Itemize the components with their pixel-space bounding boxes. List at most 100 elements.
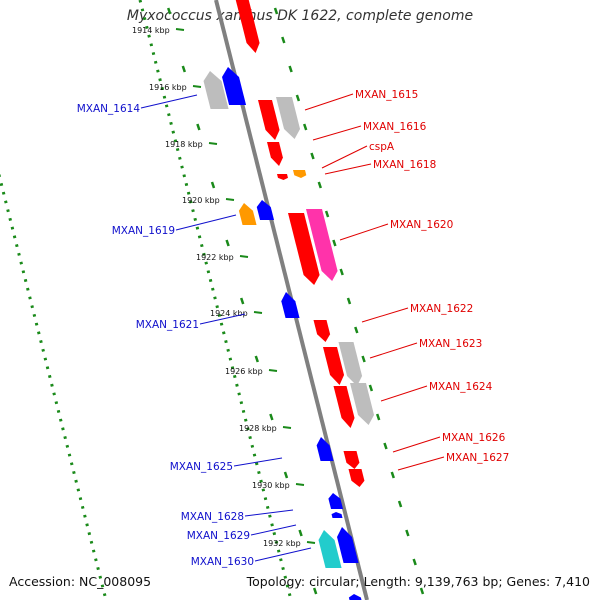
reverse-gene-label: MXAN_1614 (77, 103, 141, 115)
scale-tick-label: 1924 kbp (210, 309, 248, 318)
label-leader-line (361, 307, 409, 323)
forward-tick-mark (273, 7, 279, 15)
reverse-gene-label: MXAN_1629 (187, 530, 250, 542)
forward-tick-mark (354, 326, 359, 334)
scale-tick-mark (282, 426, 292, 429)
forward-tick-mark (324, 210, 330, 218)
reverse-tick-mark (269, 413, 274, 421)
label-leader-line (321, 145, 368, 169)
forward-gene-label: MXAN_1623 (419, 338, 482, 350)
scale-tick-label: 1922 kbp (196, 253, 234, 262)
label-leader-line (380, 385, 428, 402)
forward-tick-mark (405, 529, 410, 537)
forward-tick-mark (339, 268, 344, 276)
genome-stats-text: Topology: circular; Length: 9,139,763 bp… (246, 574, 590, 589)
forward-gene-label: MXAN_1620 (390, 219, 453, 231)
scale-tick-mark (295, 483, 305, 486)
tick-dot-lines (0, 0, 425, 600)
forward-tick-mark (368, 384, 374, 392)
scale-tick-label: 1918 kbp (165, 140, 203, 149)
gene-arrow-mxan-1618 (293, 170, 307, 178)
scale-tick-mark (175, 28, 185, 31)
gene-arrow-mxan-1626 (343, 451, 360, 469)
reverse-tick-mark (210, 181, 216, 189)
gene-features (203, 0, 375, 600)
forward-gene-label: MXAN_1627 (446, 452, 509, 464)
gene-arrow-mxan-1627 (348, 469, 365, 487)
gene-arrow-mxan-1620b (306, 209, 338, 281)
scale-tick-label: 1920 kbp (182, 196, 220, 205)
scale-tick-mark (268, 369, 278, 372)
reverse-gene-label: MXAN_1630 (191, 556, 254, 568)
forward-tick-mark (281, 36, 286, 44)
reverse-tick-mark (298, 529, 303, 537)
reverse-tick-mark (167, 7, 172, 15)
label-leader-line (175, 214, 237, 231)
forward-tick-mark (332, 239, 337, 247)
reverse-tick-mark (196, 123, 201, 131)
forward-tick-mark (288, 65, 293, 73)
forward-gene-label: MXAN_1615 (355, 89, 418, 101)
forward-tick-mark (317, 181, 322, 189)
scale-tick-label: 1916 kbp (149, 83, 187, 92)
scale-tick-mark (306, 541, 316, 544)
forward-gene-label: cspA (369, 141, 395, 153)
label-leader-line (140, 94, 198, 109)
reverse-tick-mark (225, 239, 230, 247)
reverse-gene-label: MXAN_1625 (170, 461, 233, 473)
scale-tick-mark (208, 142, 218, 145)
gene-arrow-mxan-1619b (256, 200, 275, 220)
label-leader-line (304, 93, 354, 111)
scale-ticks: 1914 kbp 1916 kbp 1918 kbp 1920 kbp 1922 kbp… (132, 26, 316, 548)
gene-arrow-mxan-1621 (281, 292, 300, 318)
gene-arrow-mxan-1624 (333, 386, 355, 428)
forward-tick-mark (390, 471, 395, 479)
label-leader-line (369, 342, 418, 359)
forward-gene-label: MXAN_1626 (442, 432, 506, 444)
label-leader-line (250, 524, 297, 536)
gene-arrow-mxan-1630b (337, 527, 359, 563)
scale-tick-mark (239, 255, 249, 258)
forward-tick-mark (375, 413, 381, 421)
forward-tick-mark (383, 442, 388, 450)
gene-arrow-mxan-1619 (238, 203, 257, 225)
gene-arrow-mxan-1622 (313, 320, 331, 342)
forward-tick-mark (303, 123, 308, 131)
gene-arrow-mxan-1630 (318, 530, 342, 568)
gene-arrow-grey (350, 383, 375, 425)
reverse-gene-label: MXAN_1619 (112, 225, 175, 237)
gene-arrow-mxan-1625 (316, 437, 334, 461)
reverse-gene-label: MXAN_1621 (136, 319, 199, 331)
label-leader-line (324, 163, 372, 175)
gene-arrow-mxan-1623 (323, 347, 345, 385)
reverse-tick-mark (240, 297, 245, 305)
gene-arrow-grey (203, 71, 229, 109)
label-leader-line (392, 436, 441, 453)
scale-tick-label: 1930 kbp (252, 481, 290, 490)
gene-arrow-grey (276, 97, 301, 139)
reverse-tick-mark (312, 587, 318, 595)
label-leader-line (233, 457, 283, 467)
scale-tick-mark (225, 198, 235, 201)
scale-tick-mark (253, 311, 263, 314)
reverse-tick-dots (0, 172, 108, 600)
forward-tick-mark (361, 355, 366, 363)
forward-tick-mark (397, 500, 403, 508)
label-leader-line (199, 313, 246, 325)
gene-arrow-cspa (277, 174, 288, 180)
gene-arrow-grey (338, 342, 363, 386)
gene-labels: MXAN_1615 MXAN_1616 cspA MXAN_1618 MXAN_1620… (77, 89, 510, 568)
scale-tick-label: 1932 kbp (263, 539, 301, 548)
gene-arrow-mxan-1629 (331, 512, 343, 518)
forward-gene-label: MXAN_1616 (363, 121, 427, 133)
label-leader-line (254, 547, 312, 562)
forward-gene-label: MXAN_1618 (373, 159, 436, 171)
forward-gene-label: MXAN_1624 (429, 381, 493, 393)
gene-arrow-mxan-1620 (288, 213, 320, 285)
forward-tick-mark (419, 587, 425, 595)
accession-text: Accession: NC_008095 (9, 574, 152, 589)
reverse-tick-mark (283, 471, 289, 479)
forward-tick-mark (295, 94, 301, 102)
label-leader-line (244, 509, 294, 517)
